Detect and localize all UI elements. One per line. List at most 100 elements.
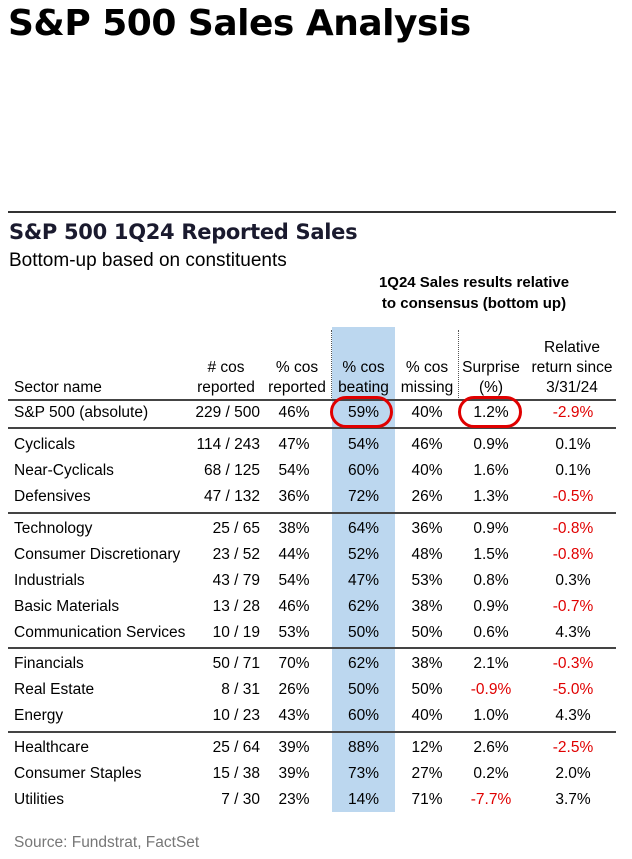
cell-missing: 26%: [411, 488, 443, 505]
header-line: beating: [338, 379, 389, 396]
cell-reported: 7 / 30: [221, 791, 260, 808]
header-surprise: Surprise (%): [458, 358, 524, 398]
cell-sector: Real Estate: [14, 681, 95, 698]
cell-pct-reported: 26%: [278, 681, 310, 698]
table-row: Energy 10 / 23 43% 60% 40% 1.0% 4.3%: [0, 703, 632, 729]
cell-missing: 48%: [411, 546, 443, 563]
cell-relative-return: 0.1%: [555, 436, 591, 453]
header-pct-reported: % cos reported: [262, 358, 332, 398]
cell-sector: Technology: [14, 520, 93, 537]
cell-sector: Near-Cyclicals: [14, 462, 114, 479]
cell-missing: 40%: [411, 462, 443, 479]
header-line: return since: [531, 359, 613, 376]
cell-reported: 23 / 52: [212, 546, 260, 563]
header-beating: % cos beating: [332, 358, 395, 398]
group-label-line1: 1Q24 Sales results relative: [378, 274, 570, 291]
header-line: 3/31/24: [546, 379, 598, 396]
page-title: S&P 500 Sales Analysis: [8, 3, 471, 44]
group-label-line2: to consensus (bottom up): [381, 295, 567, 312]
cell-surprise: -0.9%: [470, 681, 512, 698]
cell-sector: Communication Services: [14, 624, 186, 641]
cell-sector: Consumer Discretionary: [14, 546, 181, 563]
header-line: missing: [400, 379, 454, 396]
cell-pct-reported: 43%: [278, 707, 310, 724]
cell-missing: 36%: [411, 520, 443, 537]
group-rule: [8, 512, 616, 514]
cell-beating: 73%: [347, 765, 380, 782]
cell-reported: 25 / 65: [212, 520, 260, 537]
cell-reported: 47 / 132: [203, 488, 260, 505]
group-rule: [8, 647, 616, 649]
cell-surprise: 1.0%: [473, 707, 509, 724]
cell-missing: 40%: [411, 404, 443, 421]
table-row: Financials 50 / 71 70% 62% 38% 2.1% -0.3…: [0, 651, 632, 677]
header-rule: [8, 399, 616, 401]
header-reported: # cos reported: [190, 358, 262, 398]
table-row: Real Estate 8 / 31 26% 50% 50% -0.9% -5.…: [0, 677, 632, 703]
cell-missing: 27%: [411, 765, 443, 782]
header-line: Surprise: [462, 359, 520, 376]
header-line: % cos: [342, 359, 385, 376]
cell-missing: 40%: [411, 707, 443, 724]
cell-relative-return: 0.3%: [555, 572, 591, 589]
source-note: Source: Fundstrat, FactSet: [14, 834, 200, 851]
cell-pct-reported: 44%: [278, 546, 310, 563]
cell-surprise: 1.3%: [473, 488, 509, 505]
table-row: Near-Cyclicals 68 / 125 54% 60% 40% 1.6%…: [0, 458, 632, 484]
cell-relative-return: -0.7%: [552, 598, 594, 615]
cell-surprise: 0.8%: [473, 572, 509, 589]
group-rule: [8, 427, 616, 429]
highlight-circle-surprise: [458, 396, 522, 428]
table-row: Healthcare 25 / 64 39% 88% 12% 2.6% -2.5…: [0, 735, 632, 761]
table-row: Communication Services 10 / 19 53% 50% 5…: [0, 620, 632, 646]
cell-relative-return: -2.5%: [552, 739, 594, 756]
cell-surprise: 1.5%: [473, 546, 509, 563]
table-row: Cyclicals 114 / 243 47% 54% 46% 0.9% 0.1…: [0, 432, 632, 458]
cell-beating: 50%: [347, 624, 380, 641]
cell-reported: 43 / 79: [212, 572, 260, 589]
section-subtitle: Bottom-up based on constituents: [9, 250, 287, 271]
cell-pct-reported: 53%: [278, 624, 310, 641]
divider-dotted: [458, 330, 459, 398]
table-row: S&P 500 (absolute) 229 / 500 46% 59% 40%…: [0, 400, 632, 426]
cell-sector: Healthcare: [14, 739, 89, 756]
cell-missing: 38%: [411, 598, 443, 615]
table-row: Defensives 47 / 132 36% 72% 26% 1.3% -0.…: [0, 484, 632, 510]
table-row: Consumer Staples 15 / 38 39% 73% 27% 0.2…: [0, 761, 632, 787]
cell-reported: 10 / 23: [212, 707, 260, 724]
cell-relative-return: 4.3%: [555, 624, 591, 641]
cell-relative-return: -0.8%: [552, 546, 594, 563]
divider-dotted: [331, 330, 332, 398]
header-line: % cos: [405, 359, 449, 376]
cell-reported: 25 / 64: [212, 739, 260, 756]
cell-pct-reported: 46%: [278, 404, 310, 421]
highlight-circle-beating: [330, 396, 393, 428]
cell-sector: Cyclicals: [14, 436, 76, 453]
cell-missing: 71%: [411, 791, 443, 808]
header-line: % cos: [275, 359, 319, 376]
cell-pct-reported: 70%: [278, 655, 310, 672]
cell-surprise: 0.6%: [473, 624, 509, 641]
cell-relative-return: -5.0%: [552, 681, 594, 698]
cell-pct-reported: 54%: [278, 572, 310, 589]
cell-sector: Financials: [14, 655, 84, 672]
cell-sector: Industrials: [14, 572, 85, 589]
cell-pct-reported: 54%: [278, 462, 310, 479]
cell-sector: Energy: [14, 707, 64, 724]
cell-beating: 54%: [347, 436, 380, 453]
cell-surprise: 2.1%: [473, 655, 509, 672]
cell-beating: 88%: [347, 739, 380, 756]
cell-surprise: 1.6%: [473, 462, 509, 479]
cell-beating: 52%: [347, 546, 380, 563]
table-row: Consumer Discretionary 23 / 52 44% 52% 4…: [0, 542, 632, 568]
cell-missing: 46%: [411, 436, 443, 453]
cell-surprise: -7.7%: [470, 791, 512, 808]
cell-pct-reported: 47%: [278, 436, 310, 453]
cell-pct-reported: 23%: [278, 791, 310, 808]
cell-pct-reported: 46%: [278, 598, 310, 615]
header-sector: Sector name: [14, 379, 102, 396]
cell-relative-return: -0.5%: [552, 488, 594, 505]
cell-reported: 229 / 500: [195, 404, 260, 421]
cell-reported: 50 / 71: [212, 655, 260, 672]
consensus-group-label: 1Q24 Sales results relative to consensus…: [358, 272, 590, 314]
